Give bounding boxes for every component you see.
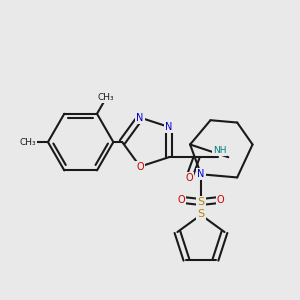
Text: NH: NH xyxy=(213,146,226,155)
Text: O: O xyxy=(177,195,185,205)
Text: CH₃: CH₃ xyxy=(98,93,114,102)
Text: N: N xyxy=(197,169,205,179)
Text: S: S xyxy=(197,209,205,219)
Text: N: N xyxy=(165,122,172,132)
Text: S: S xyxy=(197,197,205,207)
Text: CH₃: CH₃ xyxy=(20,138,37,147)
Text: O: O xyxy=(217,195,225,205)
Text: O: O xyxy=(185,173,193,183)
Text: O: O xyxy=(136,162,144,172)
Text: N: N xyxy=(136,112,144,123)
